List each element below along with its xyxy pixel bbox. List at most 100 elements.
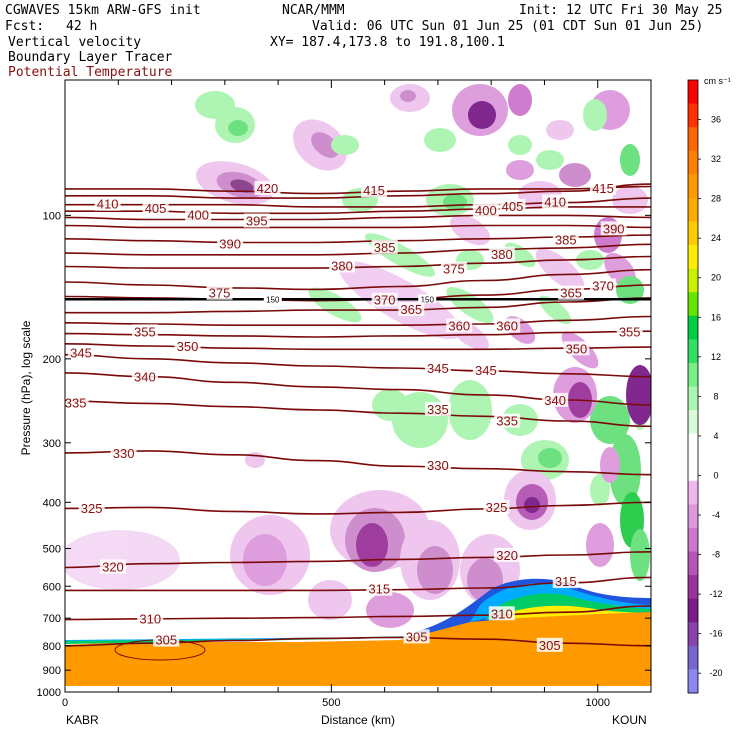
colorbar-unit: cm s⁻¹ [704, 76, 731, 86]
valid-time: Valid: 06 UTC Sun 01 Jun 25 (01 CDT Sun … [312, 19, 704, 34]
theta-label: 320 [102, 559, 124, 574]
colorbar-swatch [688, 197, 698, 222]
organization: NCAR/MMM [282, 3, 345, 18]
theta-label: 310 [139, 612, 161, 627]
colorbar-swatch [688, 551, 698, 576]
y-tick-label: 200 [43, 354, 61, 366]
plot-frame [64, 79, 652, 693]
theta-label: 405 [145, 201, 167, 216]
left-station-label: KABR [66, 713, 99, 727]
theta-label: 400 [475, 203, 497, 218]
theta-contour-415 [65, 183, 651, 199]
theta-label: 345 [427, 361, 449, 376]
theta-label: 410 [544, 195, 566, 210]
theta-label: 315 [555, 574, 577, 589]
theta-label: 360 [496, 318, 518, 333]
colorbar-swatch [688, 480, 698, 505]
colorbar-label: 4 [713, 431, 718, 441]
y-tick-label: 700 [43, 613, 61, 625]
theta-contour-395 [65, 224, 651, 229]
theta-label: 305 [539, 638, 561, 653]
theta-label: 385 [374, 240, 396, 255]
theta-contour-400 [65, 214, 651, 221]
theta-label: 325 [81, 501, 103, 516]
theta-contour-380 [65, 255, 651, 269]
y-tick-label: 500 [43, 544, 61, 556]
theta-label: 305 [155, 633, 177, 648]
field-potential-temperature: Potential Temperature [8, 65, 173, 80]
theta-label: 335 [427, 402, 449, 417]
colorbar-swatch [688, 150, 698, 175]
colorbar-swatch [688, 457, 698, 482]
colorbar-swatch [688, 80, 698, 105]
theta-contour-385 [65, 243, 651, 256]
colorbar-label: 24 [711, 233, 721, 243]
colorbar-swatch [688, 174, 698, 199]
theta-label: 390 [219, 236, 241, 251]
colorbar-swatch [688, 598, 698, 623]
theta-label: 375 [443, 262, 465, 277]
colorbar-label: 20 [711, 273, 721, 283]
theta-label: 370 [374, 293, 396, 308]
theta-label: 310 [491, 606, 513, 621]
theta-label: 365 [400, 302, 422, 317]
theta-contour-325 [65, 501, 651, 515]
theta-contour-375 [65, 268, 651, 291]
y-tick-label: 400 [43, 497, 61, 509]
theta-label: 410 [97, 197, 119, 212]
xy-coordinates: XY= 187.4,173.8 to 191.8,100.1 [270, 35, 505, 50]
x-tick-label: 500 [322, 697, 340, 709]
colorbar-swatch [688, 127, 698, 152]
theta-contour-365 [65, 297, 651, 314]
colorbar-swatch [688, 386, 698, 411]
colorbar-swatch [688, 527, 698, 553]
theta-label: 330 [427, 458, 449, 473]
theta-label: 325 [486, 500, 508, 515]
colorbar-label: 8 [713, 391, 718, 401]
theta-contour-320 [65, 551, 651, 569]
field-vertical-velocity: Vertical velocity [8, 35, 142, 50]
colorbar-swatch [688, 622, 698, 647]
theta-label: 415 [592, 181, 614, 196]
theta-label: 350 [177, 339, 199, 354]
theta-label: 350 [566, 341, 588, 356]
theta-label: 335 [496, 414, 518, 429]
theta-label: 315 [368, 582, 390, 597]
colorbar-label: 0 [713, 470, 718, 480]
colorbar-label: 28 [711, 194, 721, 204]
colorbar-swatch [688, 433, 698, 458]
model-title: CGWAVES 15km ARW-GFS init [5, 3, 201, 18]
colorbar-swatch [688, 268, 698, 293]
field-boundary-layer-tracer: Boundary Layer Tracer [8, 50, 173, 65]
theta-label: 345 [475, 363, 497, 378]
tracer-label: 150 [421, 295, 435, 304]
colorbar-swatch [688, 103, 698, 128]
forecast-hour: 42 h [66, 19, 98, 34]
colorbar-swatch [688, 339, 698, 364]
theta-label: 380 [491, 247, 513, 262]
theta-contour-345 [65, 353, 651, 378]
colorbar-label: -12 [709, 589, 722, 599]
colorbar: 36 32 28 24 20 16 12 8 4 0 -4 -8 -12 -16 -20 [687, 79, 723, 694]
potential-temperature-labels: 420 415 415 410 405 400 395 400 405 410 390 385 385 3… [62, 180, 643, 653]
theta-label: 375 [209, 286, 231, 301]
theta-label: 380 [331, 258, 353, 273]
right-station-label: KOUN [612, 713, 647, 727]
theta-label: 305 [406, 629, 428, 644]
x-axis-label: Distance (km) [321, 713, 395, 727]
theta-label: 345 [70, 346, 92, 361]
vertical-velocity-fill [65, 80, 651, 692]
theta-label: 405 [502, 199, 524, 214]
theta-label: 320 [496, 548, 518, 563]
colorbar-label: 12 [711, 352, 721, 362]
theta-contour-355 [65, 330, 651, 338]
theta-label: 340 [544, 393, 566, 408]
colorbar-swatch [688, 221, 698, 246]
x-tick-label: 0 [62, 697, 68, 709]
boundary-layer-tracer-contour: 150 150 [65, 294, 651, 304]
colorbar-frame [687, 79, 699, 694]
y-tick-label: 600 [43, 581, 61, 593]
theta-label: 355 [134, 324, 156, 339]
theta-contour-350 [65, 343, 651, 351]
forecast-label: Fcst: [5, 19, 45, 34]
